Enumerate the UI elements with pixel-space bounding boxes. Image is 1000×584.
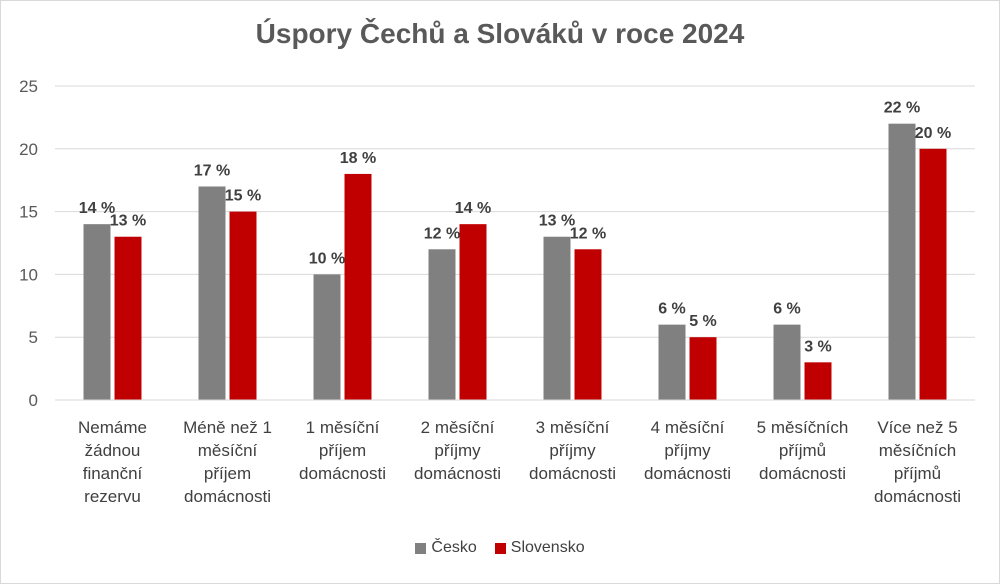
- data-label: 17 %: [194, 162, 230, 179]
- bar-cesko: [658, 324, 686, 400]
- legend-label-slovensko: Slovensko: [510, 539, 585, 556]
- bar-cesko: [428, 249, 456, 400]
- bar-cesko: [543, 236, 571, 400]
- data-label: 6 %: [773, 301, 801, 318]
- legend: Česko Slovensko: [0, 539, 1000, 557]
- bar-slovensko: [229, 211, 257, 400]
- data-label: 15 %: [225, 188, 261, 205]
- bar-cesko: [83, 224, 111, 400]
- category-label: 1 měsíční příjem domácnosti: [299, 418, 386, 483]
- bar-cesko: [313, 274, 341, 400]
- bar-slovensko: [689, 337, 717, 400]
- data-label: 10 %: [309, 250, 345, 267]
- data-label: 14 %: [79, 200, 115, 217]
- data-label: 12 %: [424, 225, 460, 242]
- data-label: 5 %: [689, 313, 717, 330]
- category-label: 3 měsíční příjmy domácnosti: [529, 418, 616, 483]
- legend-swatch-cesko: [415, 542, 427, 554]
- bar-slovensko: [344, 173, 372, 400]
- y-tick-label: 15: [19, 203, 38, 222]
- legend-item-cesko: Česko: [415, 539, 477, 557]
- data-label: 18 %: [340, 150, 376, 167]
- category-label: 5 měsíčních příjmů domácnosti: [757, 418, 849, 483]
- data-label: 12 %: [570, 225, 606, 242]
- data-label: 6 %: [658, 301, 686, 318]
- y-tick-label: 0: [29, 391, 38, 410]
- legend-swatch-slovensko: [494, 542, 506, 554]
- y-tick-label: 20: [19, 140, 38, 159]
- bar-cesko: [773, 324, 801, 400]
- y-tick-label: 10: [19, 265, 38, 284]
- y-tick-label: 25: [19, 77, 38, 96]
- bar-slovensko: [459, 224, 487, 400]
- data-label: 20 %: [915, 125, 951, 142]
- category-label: Nemáme žádnou finanční rezervu: [78, 418, 147, 506]
- data-label: 22 %: [884, 100, 920, 117]
- gridlines: [55, 85, 975, 338]
- bar-cesko: [198, 186, 226, 400]
- data-label: 13 %: [539, 213, 575, 230]
- bar-slovensko: [804, 362, 832, 400]
- bar-cesko: [888, 123, 916, 401]
- category-label: 4 měsíční příjmy domácnosti: [644, 418, 731, 483]
- bar-slovensko: [574, 249, 602, 400]
- data-labels: 14 %13 %17 %15 %10 %18 %12 %14 %13 %12 %…: [79, 100, 951, 356]
- category-label: Více než 5 měsíčních příjmů domácnosti: [874, 418, 961, 506]
- data-label: 13 %: [110, 213, 146, 230]
- bar-slovensko: [114, 236, 142, 400]
- category-label: 2 měsíční příjmy domácnosti: [414, 418, 501, 483]
- data-label: 3 %: [804, 338, 832, 355]
- bars: [83, 123, 947, 401]
- chart-title: Úspory Čechů a Slováků v roce 2024: [255, 18, 745, 49]
- legend-label-cesko: Česko: [431, 539, 477, 556]
- y-axis: 0 5 10 15 20 25: [19, 77, 38, 410]
- x-axis: Nemáme žádnou finanční rezervu Méně než 1 měs…: [55, 399, 975, 506]
- legend-item-slovensko: Slovensko: [494, 539, 585, 557]
- category-label: Méně než 1 měsíční příjem domácnosti: [183, 418, 272, 506]
- bar-slovensko: [919, 148, 947, 400]
- data-label: 14 %: [455, 200, 491, 217]
- y-tick-label: 5: [29, 328, 38, 347]
